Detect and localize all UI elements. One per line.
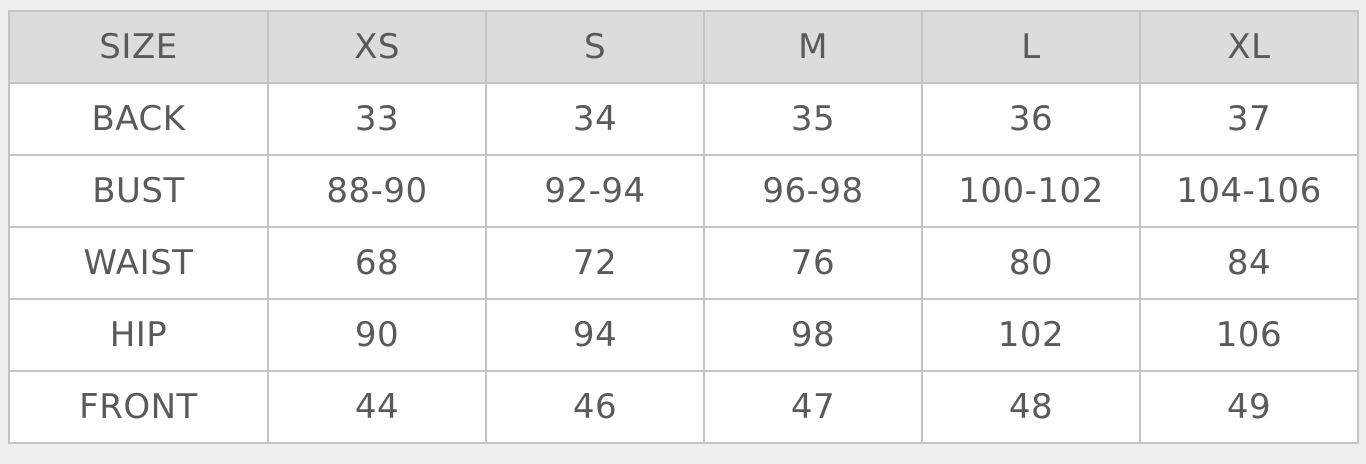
table-cell: 48 xyxy=(921,370,1141,444)
table-row: HIP 90 94 98 102 106 xyxy=(8,298,1359,372)
table-cell: 36 xyxy=(921,82,1141,156)
row-label: HIP xyxy=(8,298,269,372)
table-cell: 33 xyxy=(267,82,487,156)
table-cell: 96-98 xyxy=(703,154,923,228)
table-cell: 34 xyxy=(485,82,705,156)
header-cell: S xyxy=(485,10,705,84)
table-cell: 100-102 xyxy=(921,154,1141,228)
table-cell: 104-106 xyxy=(1139,154,1359,228)
table-cell: 88-90 xyxy=(267,154,487,228)
table-cell: 35 xyxy=(703,82,923,156)
table-cell: 102 xyxy=(921,298,1141,372)
table-cell: 94 xyxy=(485,298,705,372)
table-cell: 37 xyxy=(1139,82,1359,156)
table-cell: 46 xyxy=(485,370,705,444)
table-cell: 80 xyxy=(921,226,1141,300)
table-cell: 44 xyxy=(267,370,487,444)
table-cell: 68 xyxy=(267,226,487,300)
table-cell: 98 xyxy=(703,298,923,372)
table-cell: 90 xyxy=(267,298,487,372)
row-label: WAIST xyxy=(8,226,269,300)
table-cell: 49 xyxy=(1139,370,1359,444)
table-cell: 84 xyxy=(1139,226,1359,300)
table-cell: 72 xyxy=(485,226,705,300)
table-cell: 106 xyxy=(1139,298,1359,372)
table-row: BACK 33 34 35 36 37 xyxy=(8,82,1359,156)
header-cell: XL xyxy=(1139,10,1359,84)
table-cell: 92-94 xyxy=(485,154,705,228)
table-header: SIZE XS S M L XL xyxy=(8,10,1359,84)
header-cell: XS xyxy=(267,10,487,84)
table-cell: 47 xyxy=(703,370,923,444)
table-body: BACK 33 34 35 36 37 BUST 88-90 92-94 96-98 100-102… xyxy=(8,82,1359,444)
table-cell: 76 xyxy=(703,226,923,300)
row-label: BUST xyxy=(8,154,269,228)
header-row: SIZE XS S M L XL xyxy=(8,10,1359,84)
row-label: BACK xyxy=(8,82,269,156)
table-row: WAIST 68 72 76 80 84 xyxy=(8,226,1359,300)
table-row: FRONT 44 46 47 48 49 xyxy=(8,370,1359,444)
header-cell: SIZE xyxy=(8,10,269,84)
table-row: BUST 88-90 92-94 96-98 100-102 104-106 xyxy=(8,154,1359,228)
row-label: FRONT xyxy=(8,370,269,444)
size-table: SIZE XS S M L XL BACK 33 34 35 36 37 BUST 88-90 92-94… xyxy=(8,10,1359,444)
header-cell: L xyxy=(921,10,1141,84)
header-cell: M xyxy=(703,10,923,84)
